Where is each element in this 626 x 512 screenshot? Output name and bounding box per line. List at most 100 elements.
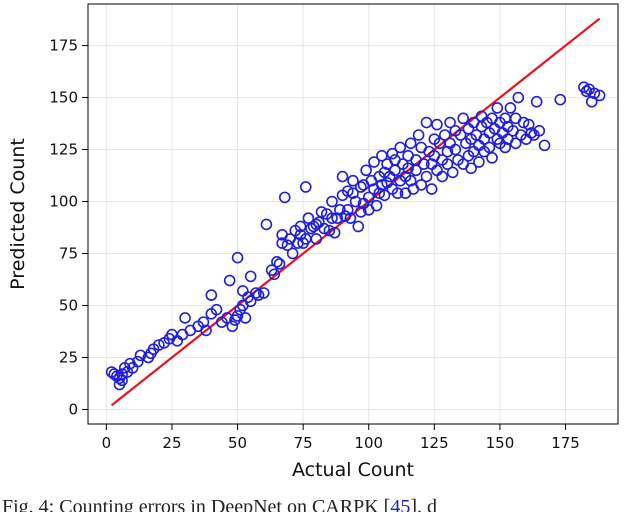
figure-caption: Fig. 4: Counting errors in DeepNet on CA… (2, 496, 622, 512)
x-tick-label: 25 (162, 434, 181, 452)
scatter-point (281, 239, 294, 251)
scatter-chart: 0 25 50 75 100 125 150 175 0 25 50 75 100 125 150 175 A… (7, 3, 619, 481)
y-tick-label: 150 (49, 89, 78, 107)
scatter-point (394, 141, 407, 154)
scatter-point (431, 118, 443, 131)
scatter-point (237, 285, 249, 297)
scatter-point (349, 195, 362, 208)
scatter-point (134, 349, 147, 362)
scatter-point (294, 220, 307, 233)
x-tick-label: 50 (228, 434, 247, 452)
scatter-point (318, 222, 330, 235)
scatter-point (444, 116, 456, 129)
scatter-point (554, 93, 567, 106)
y-tick-label: 175 (49, 37, 78, 55)
scatter-point (580, 85, 593, 98)
scatter-point (200, 324, 212, 337)
scatter-point (418, 158, 430, 170)
scatter-point (153, 339, 165, 351)
scatter-point (517, 116, 530, 129)
scatter-point (504, 102, 517, 114)
scatter-point (588, 87, 601, 100)
scatter-point (386, 147, 399, 160)
scatter-points (105, 81, 606, 391)
y-tick-label: 125 (49, 141, 78, 159)
scatter-point (210, 303, 223, 316)
scatter-point (454, 129, 467, 141)
scatter-point (347, 174, 359, 187)
scatter-point (352, 220, 365, 233)
grid (88, 4, 618, 424)
scatter-point (315, 206, 328, 218)
scatter-point (116, 374, 128, 387)
scatter-point (271, 256, 283, 268)
scatter-point (376, 149, 388, 162)
x-tick-label: 0 (102, 434, 112, 452)
scatter-point (278, 191, 291, 204)
ticks: 0 25 50 75 100 125 150 175 0 25 50 75 100 125 150 175 (49, 37, 579, 452)
scatter-point (231, 310, 244, 322)
scatter-point (412, 129, 425, 141)
scatter-point (376, 179, 388, 191)
scatter-point (496, 127, 509, 139)
scatter-point (221, 312, 233, 324)
scatter-point (250, 287, 262, 299)
scatter-point (341, 185, 354, 197)
scatter-point (355, 181, 367, 193)
scatter-point (239, 312, 252, 324)
scatter-point (402, 162, 414, 175)
scatter-point (439, 129, 451, 141)
y-tick-label: 0 (68, 400, 78, 418)
y-tick-label: 100 (49, 193, 78, 211)
scatter-point (302, 212, 315, 224)
scatter-point (339, 210, 351, 222)
scatter-point (420, 170, 433, 183)
plot-frame (87, 3, 619, 425)
scatter-point (328, 226, 341, 239)
scatter-point (179, 312, 191, 324)
caption-reference-link[interactable]: 45 (390, 496, 411, 512)
scatter-point (449, 143, 462, 156)
scatter-point (538, 139, 551, 152)
scatter-point (512, 91, 525, 104)
scatter-point (260, 218, 273, 231)
scatter-point (244, 270, 257, 283)
scatter-point (326, 195, 338, 208)
y-tick-label: 25 (59, 348, 78, 366)
scatter-point (530, 95, 543, 108)
scatter-point (457, 112, 469, 125)
scatter-point (473, 139, 485, 152)
scatter-point (257, 287, 270, 299)
scatter-point (286, 247, 299, 260)
scatter-point (244, 295, 257, 308)
scatter-point (268, 268, 281, 281)
scatter-point (525, 127, 538, 139)
scatter-point (326, 212, 338, 224)
scatter-point (436, 170, 449, 183)
scatter-point (593, 89, 606, 102)
scatter-point (226, 320, 239, 333)
scatter-point (425, 183, 438, 195)
scatter-point (231, 251, 244, 264)
scatter-point (223, 274, 236, 287)
x-axis-label: Actual Count (292, 459, 414, 481)
scatter-point (116, 368, 128, 380)
x-tick-label: 175 (551, 434, 580, 452)
scatter-point (431, 164, 443, 177)
scatter-point (370, 199, 383, 212)
scatter-point (509, 137, 522, 150)
x-tick-label: 100 (354, 434, 383, 452)
scatter-point (483, 141, 496, 154)
scatter-point (360, 164, 372, 177)
scatter-point (446, 166, 459, 179)
scatter-point (336, 170, 349, 183)
caption-text-tail: ]. d (410, 496, 437, 512)
scatter-point (465, 162, 477, 175)
x-tick-label: 75 (294, 434, 313, 452)
scatter-point (420, 116, 433, 129)
scatter-point (441, 158, 454, 170)
y-axis-label: Predicted Count (7, 138, 29, 290)
scatter-point (533, 125, 546, 137)
scatter-point (410, 164, 422, 177)
scatter-point (473, 156, 485, 168)
